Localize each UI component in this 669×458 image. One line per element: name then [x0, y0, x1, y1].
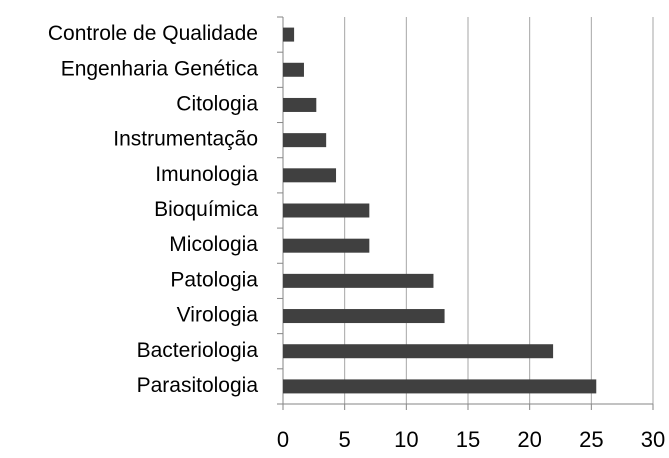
bar — [283, 344, 554, 359]
x-tick-label: 20 — [517, 427, 541, 452]
y-tick-label: Citologia — [176, 93, 258, 116]
bar — [283, 168, 337, 183]
x-tick-label: 30 — [641, 427, 665, 452]
y-tick-label: Bioquímica — [154, 198, 258, 221]
x-tick-label: 10 — [394, 427, 418, 452]
x-tick-label: 15 — [456, 427, 480, 452]
bar — [283, 133, 327, 148]
y-tick-label: Engenharia Genética — [61, 57, 259, 80]
y-tick-label: Imunologia — [155, 163, 258, 186]
y-tick-label: Bacteriologia — [137, 339, 259, 362]
y-tick-label: Instrumentação — [113, 128, 258, 151]
y-tick-label: Controle de Qualidade — [48, 22, 258, 45]
bar — [283, 62, 304, 77]
x-tick-label: 0 — [277, 427, 289, 452]
y-tick-label: Virologia — [177, 304, 259, 327]
bar — [283, 97, 317, 112]
x-tick-label: 25 — [579, 427, 603, 452]
bar — [283, 309, 445, 324]
bar — [283, 203, 370, 218]
bar — [283, 379, 597, 394]
y-tick-label: Parasitologia — [137, 374, 259, 397]
bar — [283, 273, 434, 288]
y-tick-label: Micologia — [169, 233, 258, 256]
x-tick-label: 5 — [339, 427, 351, 452]
bar — [283, 27, 295, 42]
y-tick-label: Patologia — [170, 268, 258, 291]
bar — [283, 238, 370, 253]
